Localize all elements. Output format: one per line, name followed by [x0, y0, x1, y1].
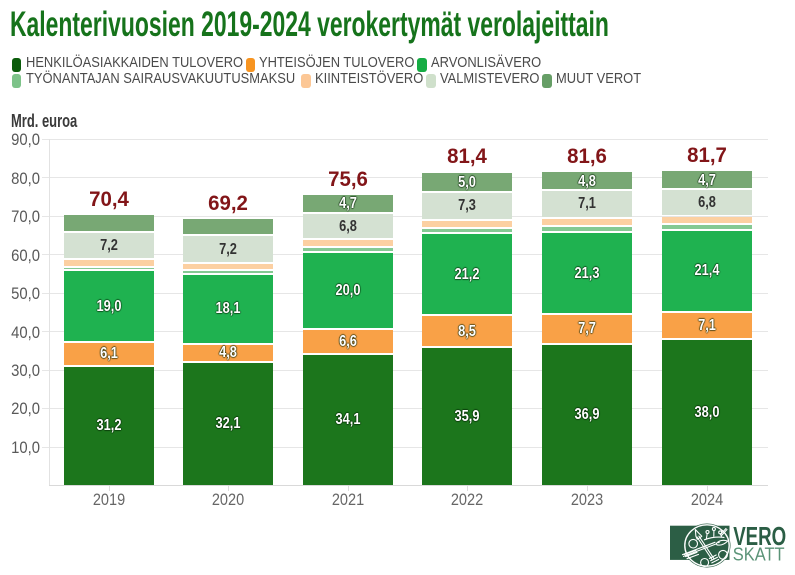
svg-text:VERO: VERO	[733, 521, 786, 551]
svg-text:SKATT: SKATT	[733, 543, 785, 564]
